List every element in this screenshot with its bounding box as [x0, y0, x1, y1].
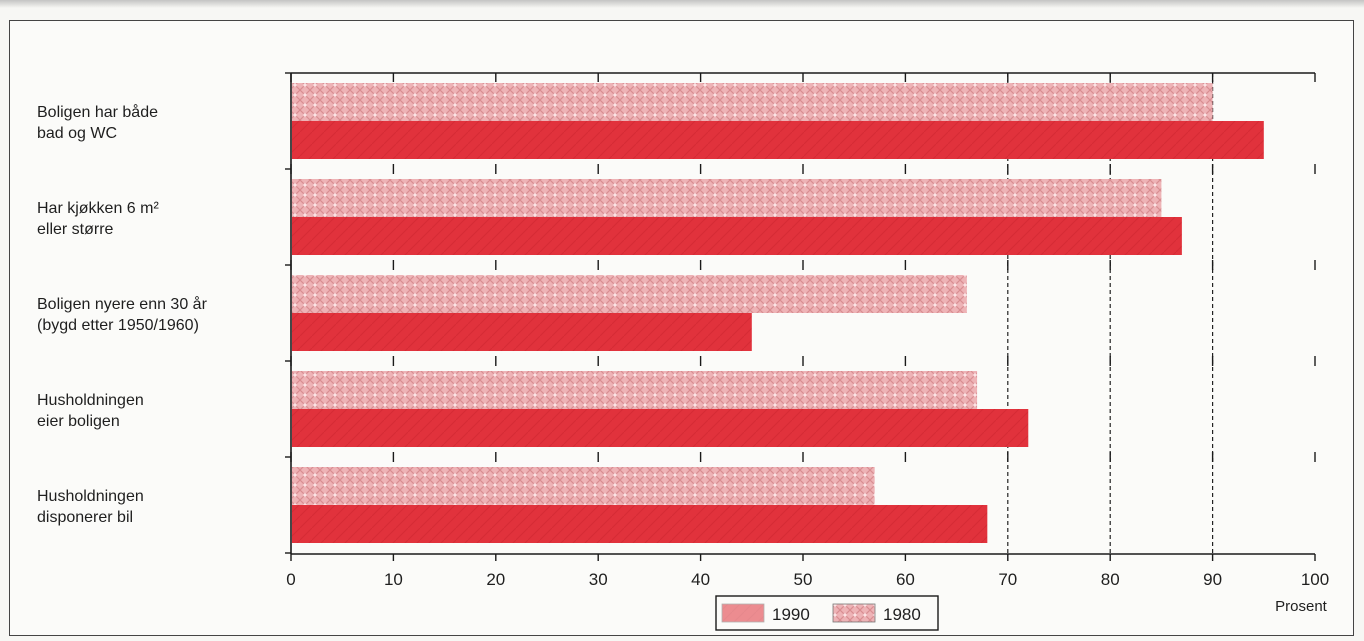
bar-1990-4 — [292, 505, 988, 543]
legend: 1990 1980 — [715, 595, 939, 631]
bar-1980-3 — [292, 371, 978, 409]
x-tick-label-50: 50 — [794, 570, 813, 589]
bar-1980-0 — [292, 83, 1213, 121]
legend-swatch-1990 — [721, 603, 765, 623]
bar-1990-1 — [292, 217, 1182, 255]
x-tick-label-80: 80 — [1101, 570, 1120, 589]
x-tick-label-20: 20 — [486, 570, 505, 589]
category-label-1: Har kjøkken 6 m² eller større — [37, 200, 159, 238]
x-tick-label-60: 60 — [896, 570, 915, 589]
bar-1980-1 — [292, 179, 1162, 217]
bar-1990-3 — [292, 409, 1029, 447]
legend-label-1980: 1980 — [883, 605, 921, 624]
top-edge-strip — [0, 0, 1364, 8]
x-tick-label-0: 0 — [286, 570, 295, 589]
axis-layer — [285, 72, 1316, 561]
x-axis-label: Prosent — [1275, 598, 1328, 615]
bar-1990-2 — [292, 313, 752, 351]
bar-1980-4 — [292, 467, 875, 505]
category-label-2: Boligen nyere enn 30 år (bygd etter 1950/… — [37, 295, 208, 334]
category-label-3: Husholdningen eier boligen — [37, 392, 144, 430]
bars-layer — [292, 83, 1264, 543]
bar-1990-0 — [292, 121, 1264, 159]
x-tick-label-10: 10 — [384, 570, 403, 589]
category-label-4: Husholdningen disponerer bil — [37, 488, 144, 526]
x-tick-label-30: 30 — [589, 570, 608, 589]
x-tick-label-40: 40 — [691, 570, 710, 589]
legend-label-1990: 1990 — [772, 605, 810, 624]
legend-swatch-1980 — [832, 603, 876, 623]
labels-layer: 0 10 20 30 40 50 60 70 80 90 100 Prosent Boligen har… — [37, 103, 1329, 615]
bar-1980-2 — [292, 275, 967, 313]
category-label-0: Boligen har både bad og WC — [37, 103, 158, 142]
x-tick-label-100: 100 — [1301, 570, 1329, 589]
x-tick-label-70: 70 — [998, 570, 1017, 589]
x-tick-label-90: 90 — [1203, 570, 1222, 589]
